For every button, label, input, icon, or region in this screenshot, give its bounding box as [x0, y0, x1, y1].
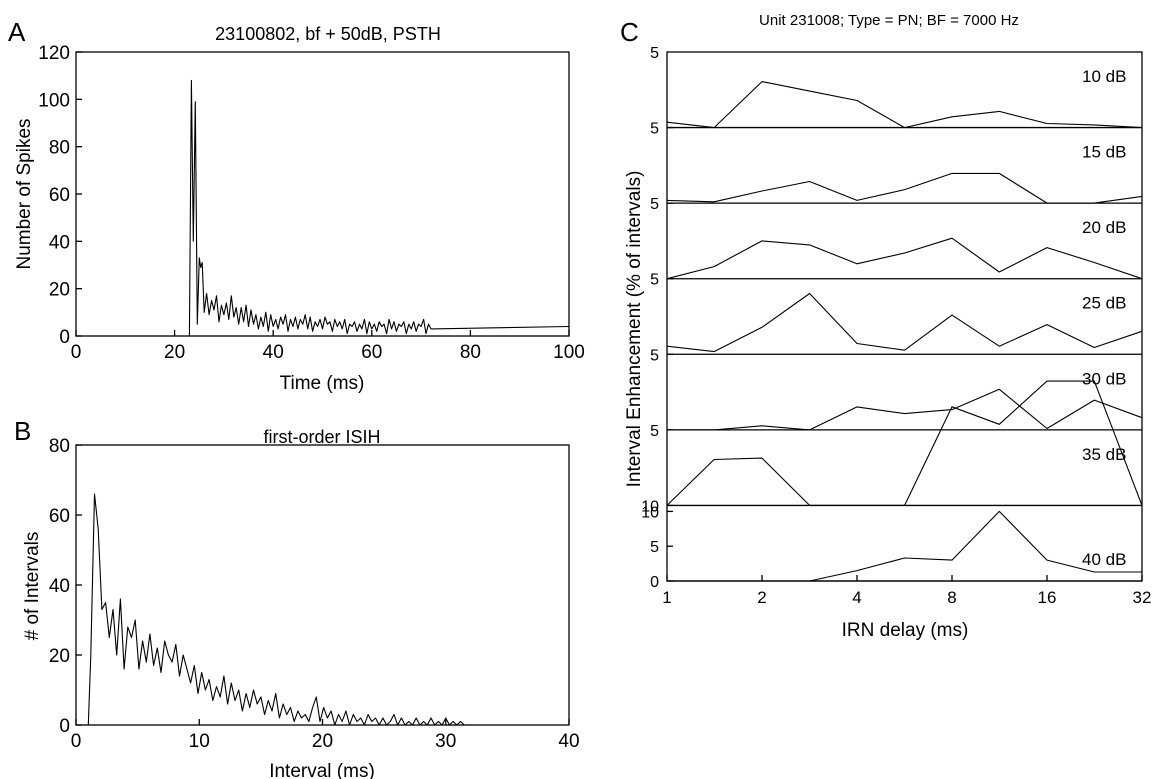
panel-b-xtick-label: 20 [312, 731, 333, 752]
panel-c-xtick-label: 8 [947, 588, 956, 607]
panel-c-series-label: 40 dB [1082, 550, 1126, 569]
panel-b-xtick-label: 0 [71, 731, 82, 752]
panel-c-ytick-label: 5 [650, 196, 659, 213]
panel-c-series-label: 15 dB [1082, 143, 1126, 162]
panel-a-ytick-label: 20 [49, 280, 70, 301]
panel-a-ytick-label: 100 [38, 90, 70, 111]
panel-b-axes-box [75, 444, 570, 726]
panel-c-xtick-label: 4 [852, 588, 861, 607]
panel-a-axes-box [75, 51, 570, 337]
panel-c-series-line [667, 388, 1143, 431]
panel-c-series-label: 35 dB [1082, 445, 1126, 464]
panel-a-xtick-label: 60 [361, 342, 382, 363]
panel-b-ytick-label: 40 [49, 576, 70, 597]
panel-c-title: Unit 231008; Type = PN; BF = 7000 Hz [759, 12, 1019, 29]
panel-c-series-label: 30 dB [1082, 369, 1126, 388]
panel-c-series-line [666, 172, 1143, 204]
panel-c-ytick-label: 5 [650, 423, 659, 440]
panel-c-ylabel: Interval Enhancement (% of intervals) [624, 171, 645, 488]
panel-c-ytick-label: 10 [641, 504, 659, 521]
panel-b-xtick-label: 30 [435, 731, 456, 752]
panel-c-series-label: 20 dB [1082, 218, 1126, 237]
panel-c-series-label: 10 dB [1082, 67, 1126, 86]
panel-c-enhancement: Unit 231008; Type = PN; BF = 7000 Hz 5 5 1… [624, 12, 1151, 641]
panel-c-ytick-label: 5 [650, 45, 659, 62]
panel-a-xtick-label: 20 [164, 342, 185, 363]
panel-c-axes-box [666, 51, 1143, 582]
panel-c-xtick-label: 2 [757, 588, 766, 607]
panel-b-ytick-label: 20 [49, 646, 70, 667]
panel-b-xtick-label: 10 [189, 731, 210, 752]
panel-b-xlabel: Interval (ms) [269, 761, 375, 779]
panel-c-xlabel: IRN delay (ms) [842, 620, 969, 641]
panel-b-ytick-label: 80 [49, 436, 70, 457]
panel-a-ytick-label: 0 [59, 327, 70, 348]
panel-label-a: A [8, 17, 26, 47]
panel-b-ylabel: # of Intervals [22, 532, 43, 641]
panel-b-isih-series [76, 493, 468, 726]
panel-b-title: first-order ISIH [263, 427, 380, 447]
panel-label-c: C [620, 17, 639, 47]
panel-a-ytick-label: 40 [49, 232, 70, 253]
panel-c-series-line [666, 81, 1143, 129]
panel-b-xtick-label: 40 [558, 731, 579, 752]
panel-a-psth-series [76, 79, 570, 337]
panel-label-b: B [14, 416, 31, 446]
panel-b-ytick-label: 60 [49, 506, 70, 527]
panel-a-xtick-label: 100 [553, 342, 585, 363]
panel-c-series-line [809, 510, 1142, 582]
panel-c-ytick-label: 5 [650, 347, 659, 364]
panel-b-isih: first-order ISIH 0 10 20 30 40 0 20 40 60 80 Inte… [22, 427, 580, 779]
panel-a-ytick-label: 120 [38, 43, 70, 64]
panel-c-ytick-label: 5 [650, 121, 659, 138]
panel-a-title: 23100802, bf + 50dB, PSTH [215, 24, 441, 44]
panel-c-ytick-label: 5 [650, 272, 659, 289]
panel-a-ylabel: Number of Spikes [14, 118, 35, 269]
panel-a-xtick-label: 80 [460, 342, 481, 363]
panel-b-ytick-label: 0 [59, 716, 70, 737]
panel-a-xtick-label: 0 [71, 342, 82, 363]
panel-c-ytick-label: 0 [650, 574, 659, 591]
panel-a-psth: 23100802, bf + 50dB, PSTH 0 20 40 60 80 100 0 2… [14, 24, 585, 394]
panel-c-series-line [666, 237, 1143, 280]
panel-c-series-line [666, 380, 1143, 506]
panel-a-ytick-label: 60 [49, 185, 70, 206]
panel-c-series-label: 25 dB [1082, 294, 1126, 313]
panel-c-xtick-label: 16 [1038, 588, 1057, 607]
panel-a-xlabel: Time (ms) [280, 373, 365, 394]
panel-c-series-line [666, 292, 1143, 353]
panel-c-ytick-label: 10 [641, 498, 659, 515]
panel-a-xtick-label: 40 [263, 342, 284, 363]
panel-c-ytick-label: 5 [650, 539, 659, 556]
panel-c-xtick-label: 1 [662, 588, 671, 607]
panel-c-xtick-label: 32 [1133, 588, 1152, 607]
panel-a-ytick-label: 80 [49, 138, 70, 159]
